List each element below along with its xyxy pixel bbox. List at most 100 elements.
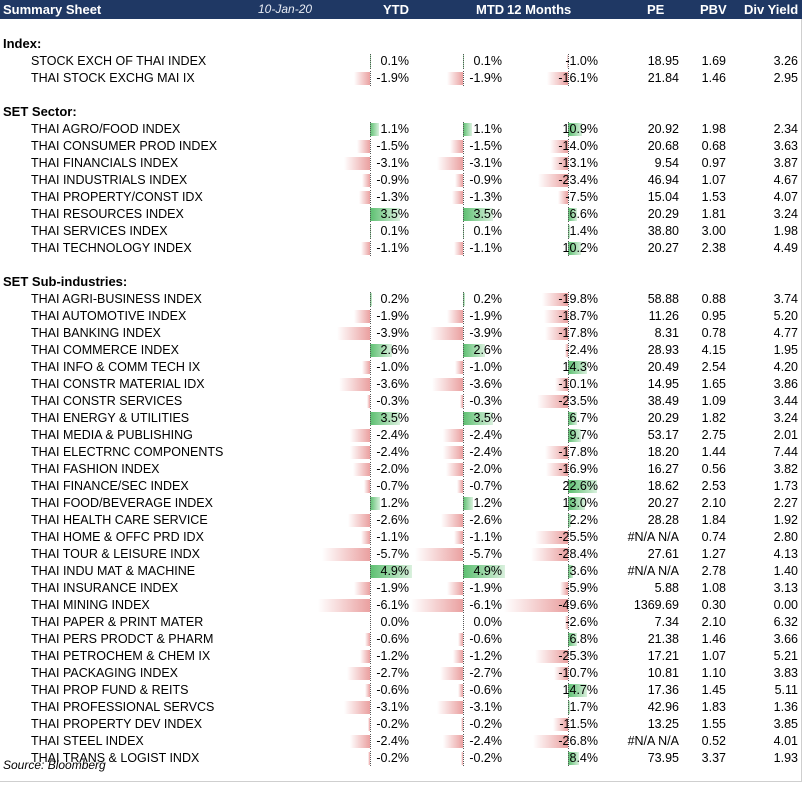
ytd-value: 4.9% [380, 564, 410, 578]
m12-bar [568, 565, 573, 578]
ytd-axis-line [370, 666, 371, 681]
pbv-value: 1.82 [701, 411, 726, 425]
mtd-axis-line [463, 615, 464, 630]
m12-axis-line [568, 649, 569, 664]
m12-axis-line [568, 139, 569, 154]
table-row: THAI FINANCE/SEC INDEX -0.7% -0.7% 22.6% 18.… [0, 478, 800, 495]
m12-axis-line [568, 207, 569, 222]
ytd-bar [359, 650, 370, 663]
table-row: THAI TRANS & LOGIST INDX -0.2% -0.2% 8.4% 73… [0, 750, 800, 767]
pe-value: 21.84 [647, 71, 679, 85]
mtd-value: 0.0% [473, 615, 503, 629]
table-row: THAI CONSTR MATERIAL IDX -3.6% -3.6% -10.1%… [0, 376, 800, 393]
div-value: 2.95 [773, 71, 798, 85]
ytd-cell: -3.1% [318, 699, 411, 716]
mtd-axis-line [463, 428, 464, 443]
div-value: 3.82 [773, 462, 798, 476]
mtd-bar [463, 208, 493, 221]
ytd-value: -2.4% [376, 734, 409, 748]
ytd-axis-line [370, 479, 371, 494]
div-value: 7.44 [773, 445, 798, 459]
mtd-value: -1.3% [469, 190, 502, 204]
mtd-bar [446, 310, 463, 323]
table-row: THAI MINING INDEX -6.1% -6.1% -49.6% 1369.69… [0, 597, 800, 614]
ytd-bar [370, 123, 380, 136]
ytd-value: 0.2% [380, 292, 410, 306]
mtd-axis-line [463, 649, 464, 664]
ytd-axis-line [370, 683, 371, 698]
ytd-cell: -2.6% [318, 512, 411, 529]
ytd-value: 1.2% [380, 496, 410, 510]
pbv-value: 2.10 [701, 496, 726, 510]
m12-bar [543, 310, 568, 323]
pbv-value: 1.45 [701, 683, 726, 697]
pbv-value: 1.84 [701, 513, 726, 527]
mtd-cell: -2.0% [411, 461, 504, 478]
index-name: THAI FOOD/BEVERAGE INDEX [31, 496, 213, 510]
ytd-cell: 4.9% [318, 563, 412, 580]
m12-cell: -16.1% [504, 70, 600, 87]
mtd-value: -1.9% [469, 581, 502, 595]
pe-value: 28.93 [647, 343, 679, 357]
m12-axis-line [568, 190, 569, 205]
div-value: 1.92 [773, 513, 798, 527]
m12-value: -14.0% [558, 139, 598, 153]
mtd-value: -1.5% [469, 139, 502, 153]
m12-axis-line [568, 224, 569, 239]
div-value: 2.80 [773, 530, 798, 544]
m12-cell: -17.8% [504, 444, 600, 461]
mtd-axis-line [463, 496, 464, 511]
ytd-cell: 1.2% [318, 495, 411, 512]
mtd-bar [463, 412, 493, 425]
m12-axis-line [568, 343, 569, 358]
ytd-bar [362, 174, 370, 187]
m12-bar [534, 531, 568, 544]
m12-cell: -17.8% [504, 325, 600, 342]
col-header-12m: 12 Months [507, 2, 572, 17]
ytd-cell: -6.1% [318, 597, 411, 614]
m12-cell: 6.7% [504, 410, 600, 427]
mtd-value: 3.5% [473, 411, 503, 425]
ytd-axis-line [370, 428, 371, 443]
m12-bar [503, 599, 568, 612]
ytd-bar [321, 548, 370, 561]
ytd-cell: -3.6% [318, 376, 411, 393]
mtd-value: -2.6% [469, 513, 502, 527]
ytd-bar [370, 344, 393, 357]
m12-axis-line [568, 122, 569, 137]
ytd-bar [349, 735, 370, 748]
ytd-value: -3.1% [376, 700, 409, 714]
m12-axis-line [568, 717, 569, 732]
ytd-cell: -2.7% [318, 665, 411, 682]
mtd-bar [440, 667, 463, 680]
pbv-value: 1.09 [701, 394, 726, 408]
mtd-axis-line [463, 700, 464, 715]
pbv-value: 0.74 [701, 530, 726, 544]
pe-value: 38.80 [647, 224, 679, 238]
mtd-bar [454, 361, 463, 374]
mtd-value: -2.4% [469, 734, 502, 748]
m12-cell: -26.8% [504, 733, 600, 750]
pe-value: 20.27 [647, 496, 679, 510]
ytd-cell: -0.3% [318, 393, 411, 410]
pbv-value: 0.95 [701, 309, 726, 323]
table-row: THAI SERVICES INDEX 0.1% 0.1% 1.4% 38.80 3.00… [0, 223, 800, 240]
mtd-value: -3.9% [469, 326, 502, 340]
section-title: SET Sector: [3, 104, 77, 119]
mtd-bar [436, 701, 463, 714]
ytd-axis-line [370, 190, 371, 205]
ytd-bar [347, 514, 370, 527]
m12-cell: 14.3% [504, 359, 600, 376]
ytd-cell: -1.1% [318, 240, 411, 257]
index-name: THAI PAPER & PRINT MATER [31, 615, 204, 629]
mtd-bar [436, 157, 463, 170]
ytd-cell: -0.7% [318, 478, 411, 495]
ytd-bar [318, 599, 370, 612]
mtd-cell: -0.6% [411, 682, 504, 699]
m12-cell: 9.7% [504, 427, 600, 444]
ytd-bar [361, 361, 370, 374]
div-value: 3.13 [773, 581, 798, 595]
m12-bar [568, 514, 571, 527]
mtd-axis-line [463, 598, 464, 613]
m12-cell: -16.9% [504, 461, 600, 478]
